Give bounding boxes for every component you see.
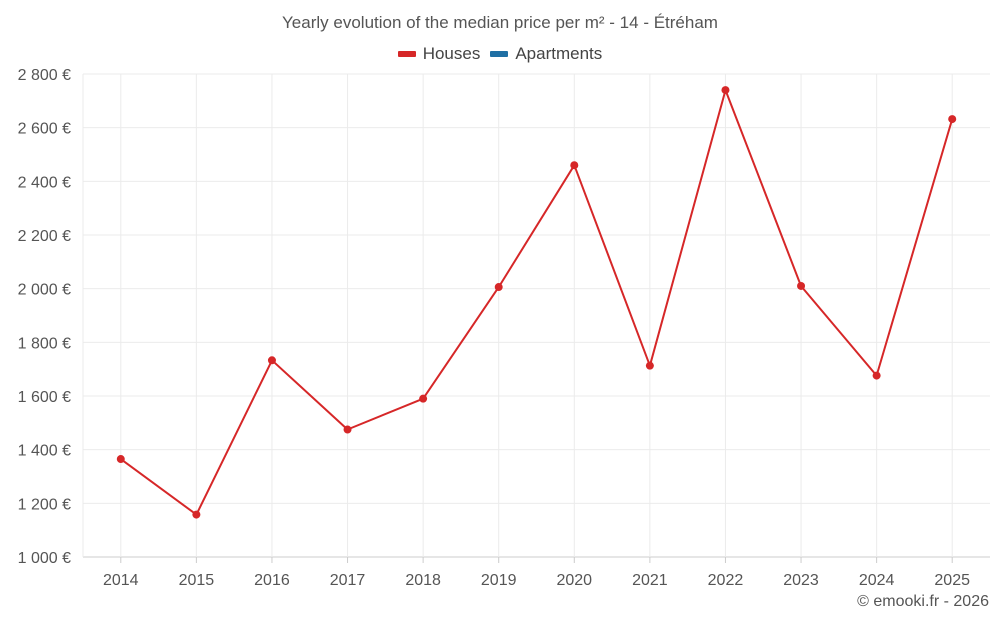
data-point	[948, 115, 957, 124]
y-tick-label: 2 400 €	[18, 174, 71, 191]
y-tick-label: 1 200 €	[18, 496, 71, 513]
legend-swatch-houses	[397, 51, 416, 57]
x-tick-label: 2020	[556, 572, 592, 589]
data-point	[192, 510, 201, 519]
data-point	[343, 425, 352, 434]
data-point	[267, 356, 276, 365]
y-tick-label: 2 200 €	[18, 228, 71, 245]
legend-label-apartments: Apartments	[515, 44, 603, 63]
legend-item-houses[interactable]: Houses	[397, 44, 481, 64]
legend: Houses Apartments	[0, 44, 1000, 64]
data-point	[797, 281, 806, 290]
x-tick-label: 2017	[330, 572, 366, 589]
legend-swatch-apartments	[490, 51, 509, 57]
x-tick-label: 2025	[934, 572, 970, 589]
y-tick-label: 2 600 €	[18, 121, 71, 138]
y-tick-label: 1 600 €	[18, 389, 71, 406]
chart-title: Yearly evolution of the median price per…	[282, 13, 718, 32]
axes: 1 000 € 1 200 € 1 400 € 1 600 € 1 800 € 2 000…	[18, 67, 970, 589]
data-point	[721, 86, 730, 95]
series-line-houses	[120, 89, 954, 516]
legend-item-apartments[interactable]: Apartments	[490, 44, 602, 64]
x-tick-label: 2014	[103, 572, 139, 589]
x-tick-label: 2019	[481, 572, 517, 589]
y-tick-label: 1 800 €	[18, 335, 71, 352]
data-point	[494, 283, 503, 292]
y-tick-label: 1 400 €	[18, 443, 71, 460]
data-point	[116, 455, 125, 464]
x-tick-label: 2016	[254, 572, 290, 589]
x-tick-label: 2023	[783, 572, 819, 589]
x-tick-label: 2022	[708, 572, 744, 589]
legend-label-houses: Houses	[422, 44, 481, 63]
credit-text: © emooki.fr - 2026	[857, 593, 989, 610]
x-tick-label: 2024	[859, 572, 895, 589]
x-tick-label: 2021	[632, 572, 668, 589]
data-point	[570, 161, 579, 170]
y-tick-label: 2 000 €	[18, 282, 71, 299]
x-tick-label: 2018	[405, 572, 441, 589]
data-point	[872, 371, 881, 380]
data-point	[419, 394, 428, 403]
grid	[83, 73, 990, 558]
series-group	[116, 86, 957, 519]
x-tick-label: 2015	[179, 572, 215, 589]
data-point	[645, 361, 654, 370]
y-tick-label: 1 000 €	[18, 550, 71, 567]
y-tick-label: 2 800 €	[18, 67, 71, 84]
